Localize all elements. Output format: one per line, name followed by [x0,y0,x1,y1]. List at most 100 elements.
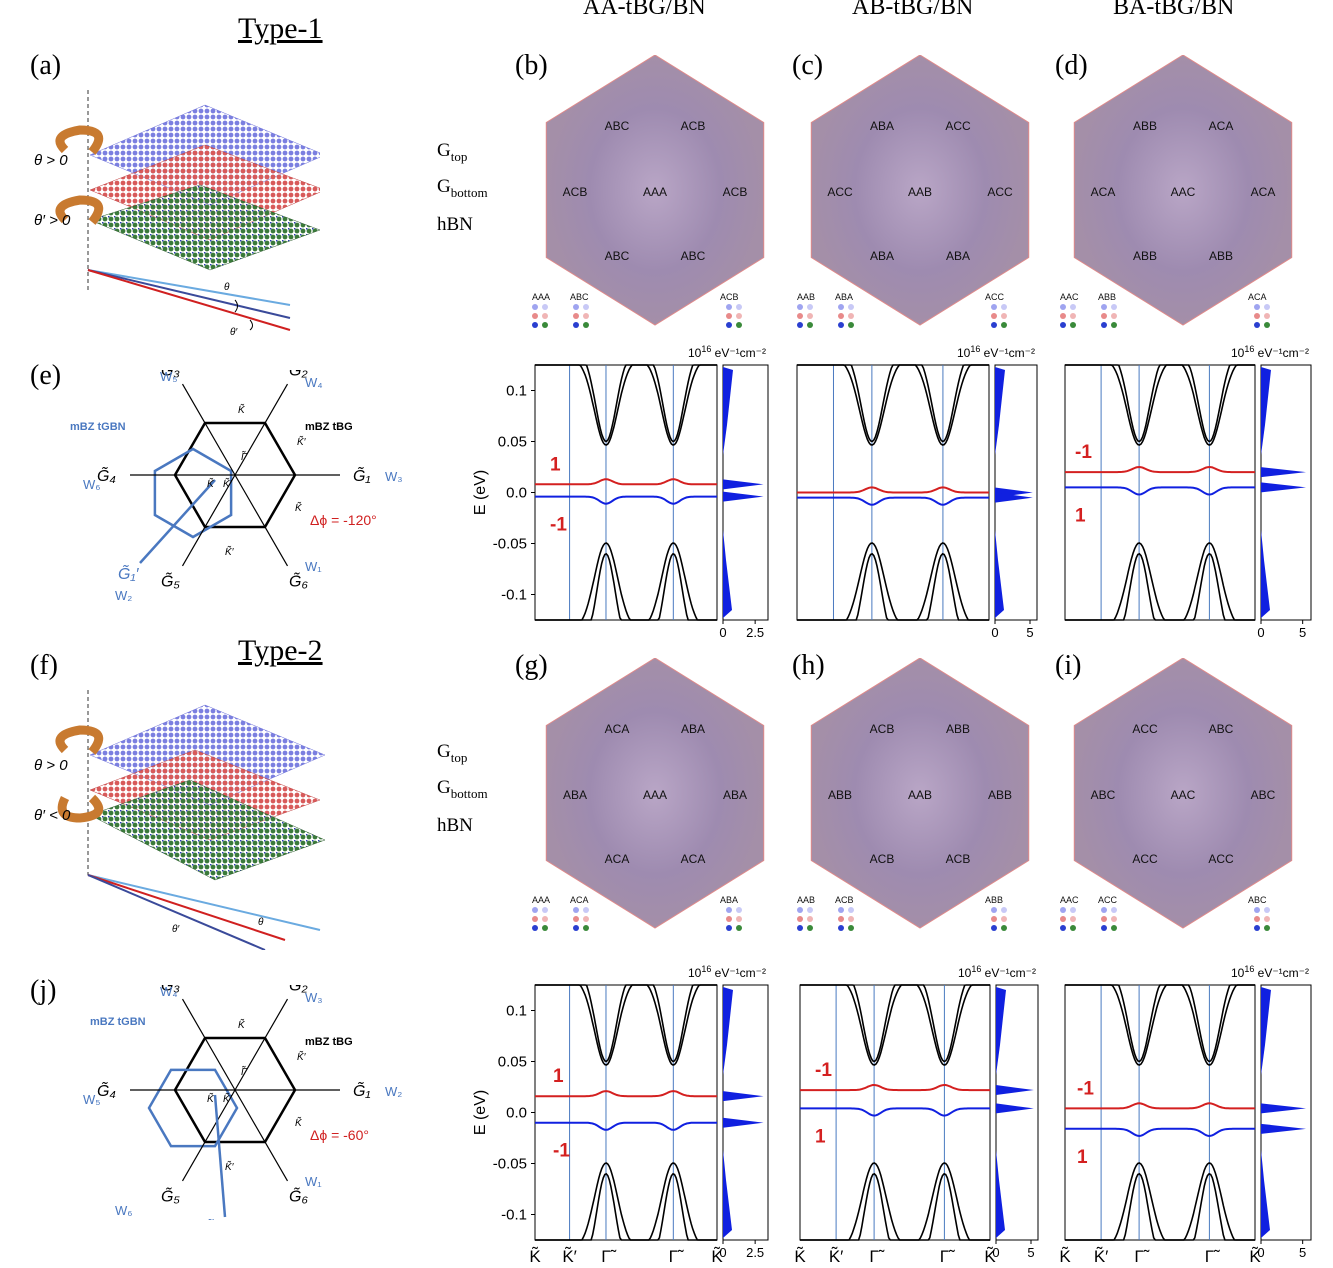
legend-atom-dot [991,313,997,319]
column-title-ab: AB-tBG/BN [852,0,974,20]
panel-label-g: (g) [515,650,548,681]
legend-stacking-label: AAB [797,292,815,302]
dos-tick-label: 5 [1026,625,1033,640]
k-path-label: Γ̃ [1205,1247,1220,1265]
k-point-label: K̃′ [297,435,307,448]
vector-label-g5: G̃₅ [161,1186,180,1206]
dos-unit-base: 10 [1231,966,1245,980]
legend-atom-dot [1001,304,1007,310]
flat-band-upper-line [800,1084,990,1092]
w-label: W₄ [305,375,323,390]
w-label: W₁ [305,1174,322,1189]
reciprocal-vector-g3 [181,383,236,476]
legend-atom-dot [807,304,813,310]
dos-peak-upper [1261,467,1306,478]
legend-atom-dot [532,907,538,913]
legend-atom-dot [848,925,854,931]
g1-prime-vector [139,479,216,564]
stacking-label: ABB [946,722,970,736]
legend-atom-dot [736,907,742,913]
legend-stacking-label: ABB [1098,292,1116,302]
legend-atom-dot [1101,907,1107,913]
dos-unit-rest: eV⁻¹cm⁻² [1254,346,1309,360]
legend-atom-dot [1060,907,1066,913]
reciprocal-vector-g5 [181,1089,236,1182]
vector-label-g2: G̃₂ [289,985,308,994]
legend-atom-dot [848,907,854,913]
legend-atom-dot [736,313,742,319]
hbn-layer [89,779,326,881]
dos-tick-label: 0 [719,1245,726,1260]
legend-atom-dot [991,925,997,931]
legend-stacking-label: ACB [720,292,739,302]
vector-label-g4: G̃₄ [97,465,116,485]
dos-unit-base: 10 [957,346,971,360]
stacking-label: ABC [605,249,630,263]
chern-number-upper: -1 [815,1060,832,1081]
legend-atom-dot [838,304,844,310]
theta-label: θ > 0 [34,757,68,774]
dos-unit-base: 10 [958,966,972,980]
legend-atom-dot [736,322,742,328]
rotation-arrow-bottom-icon [57,794,104,823]
legend-atom-dot [736,925,742,931]
delta-phi-label: Δϕ = -120° [310,512,377,528]
stacking-label: ABC [1091,788,1116,802]
k-point-label: K̃′ [223,1092,233,1105]
stacking-label: ABA [946,249,970,263]
stacking-label: ABB [828,788,852,802]
vector-label-g1: G̃₁ [353,465,371,485]
legend-stacking-label: ABB [985,895,1003,905]
stacking-label: ACB [870,852,895,866]
stacking-label: ACC [945,119,971,133]
legend-atom-dot [1111,925,1117,931]
remote-band-line [535,1172,717,1241]
dos-tick-label: 5 [1299,625,1306,640]
dos-remote-lower [1261,1150,1270,1238]
chern-number-lower: 1 [815,1126,826,1147]
k-point-label: K̃′ [225,545,235,558]
legend-stacking-label: ACC [1098,895,1118,905]
stacking-label: ABC [1251,788,1276,802]
dos-peak-lower [1261,482,1306,493]
legend-atom-dot [1070,925,1076,931]
reciprocal-vector-g2 [234,998,289,1091]
legend-atom-dot [1001,916,1007,922]
dos-unit-label: 1016 eV⁻¹cm⁻² [688,964,766,980]
stacking-label: ABB [1133,249,1157,263]
legend-atom-dot [583,313,589,319]
dos-tick-label: 5 [1027,1245,1034,1260]
rotation-arrow-top-icon [55,725,104,755]
stacking-label: ACB [563,185,588,199]
legend-atom-dot [736,304,742,310]
legend-stacking-label: ABA [720,895,738,905]
legend-atom-dot [1264,322,1270,328]
stacking-label: ABC [1209,722,1234,736]
theta-prime-angle-label: θ′ [230,327,238,338]
legend-stacking-label: ACA [1248,292,1267,302]
y-axis-label: E (eV) [472,1090,489,1135]
y-tick-label: 0.1 [506,383,527,400]
reciprocal-vector-g5 [181,474,236,567]
legend-atom-dot [848,916,854,922]
w-label: W₆ [115,1203,133,1218]
hbn-layer [89,184,320,271]
legend-atom-dot [1001,322,1007,328]
w-label: W₄ [160,985,178,999]
legend-stacking-label: ABC [570,292,589,302]
band-structure-chart-i: 1016 eV⁻¹cm⁻²-110 5K̃ K̃′ Γ̃ Γ̃ K̃ [1059,964,1312,1265]
dos-remote-lower [1261,530,1270,618]
legend-stacking-label: ACC [985,292,1005,302]
moire-hexagon [1073,55,1293,326]
k-point-label: K̃ [207,1092,215,1105]
mbz-tgbn-hexagon [153,447,233,539]
dos-remote-upper [1261,367,1271,455]
legend-atom-dot [848,322,854,328]
panel-label-j: (j) [30,975,57,1006]
panel-label-d: (d) [1055,50,1088,81]
legend-atom-dot [991,304,997,310]
k-path-label: K̃′ [829,1246,844,1265]
w-label: W₁ [305,559,322,574]
k-point-label: K̃ [238,1018,246,1031]
theta-label: θ > 0 [34,152,68,169]
